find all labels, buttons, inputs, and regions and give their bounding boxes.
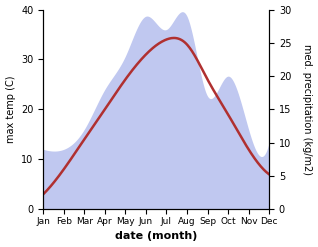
Y-axis label: med. precipitation (kg/m2): med. precipitation (kg/m2) [302,44,313,175]
Y-axis label: max temp (C): max temp (C) [5,76,16,143]
X-axis label: date (month): date (month) [115,231,197,242]
